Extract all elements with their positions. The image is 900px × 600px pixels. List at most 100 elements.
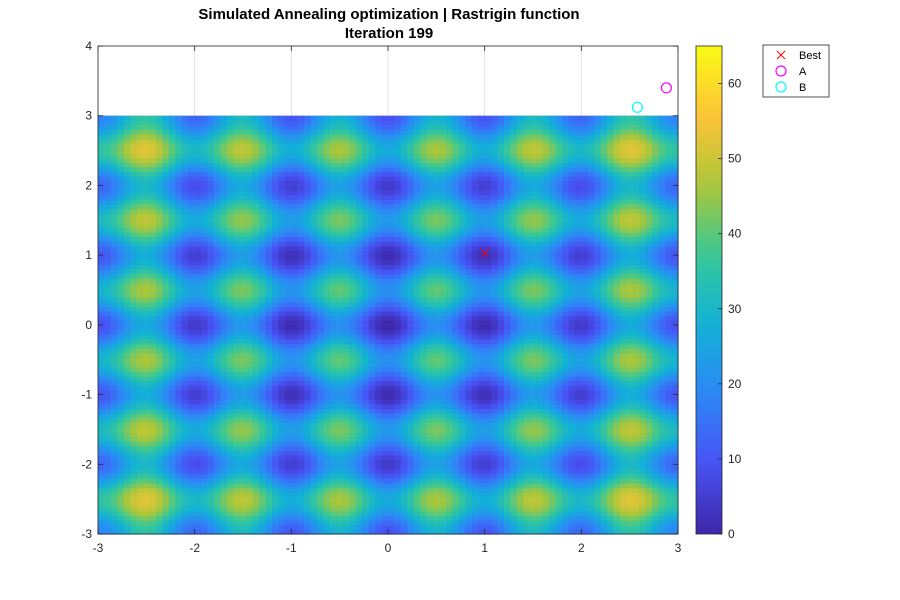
heatmap-cell	[381, 436, 389, 442]
heatmap-cell	[117, 454, 125, 461]
heatmap-cell	[214, 269, 222, 275]
heatmap-cell	[368, 468, 376, 475]
heatmap-cell	[413, 213, 421, 219]
heatmap-cell	[259, 255, 267, 261]
heatmap-cell	[226, 310, 234, 317]
heatmap-cell	[381, 152, 389, 159]
heatmap-cell	[265, 213, 273, 219]
heatmap-cell	[394, 529, 402, 535]
heatmap-cell	[349, 287, 357, 293]
heatmap-cell	[330, 482, 338, 489]
heatmap-cell	[317, 264, 325, 270]
heatmap-cell	[207, 171, 215, 177]
heatmap-cell	[175, 120, 183, 126]
heatmap-cell	[220, 171, 228, 177]
heatmap-cell	[336, 427, 344, 433]
heatmap-cell	[272, 417, 280, 424]
heatmap-cell	[194, 413, 202, 419]
heatmap-cell	[104, 231, 112, 238]
heatmap-cell	[220, 222, 228, 228]
heatmap-cell	[149, 441, 157, 447]
heatmap-cell	[259, 213, 267, 219]
heatmap-cell	[400, 166, 408, 173]
heatmap-cell	[246, 236, 254, 242]
heatmap-cell	[162, 176, 170, 182]
heatmap-cell	[149, 310, 157, 317]
heatmap-cell	[117, 273, 125, 279]
heatmap-cell	[297, 450, 305, 456]
heatmap-cell	[259, 310, 267, 317]
heatmap-cell	[278, 273, 286, 279]
heatmap-cell	[265, 134, 273, 140]
heatmap-cell	[104, 208, 112, 214]
heatmap-cell	[362, 436, 370, 442]
heatmap-cell	[304, 445, 312, 451]
heatmap-cell	[239, 217, 247, 224]
heatmap-cell	[175, 399, 183, 405]
heatmap-cell	[388, 269, 396, 275]
heatmap-cell	[291, 501, 299, 507]
heatmap-cell	[233, 278, 241, 284]
heatmap-cell	[110, 259, 118, 266]
heatmap-cell	[297, 199, 305, 205]
heatmap-cell	[407, 148, 415, 154]
heatmap-cell	[117, 125, 125, 131]
heatmap-cell	[136, 450, 144, 456]
heatmap-cell	[323, 115, 331, 121]
heatmap-cell	[375, 501, 383, 507]
heatmap-cell	[349, 199, 357, 205]
heatmap-cell	[220, 380, 228, 386]
heatmap-cell	[297, 296, 305, 303]
heatmap-cell	[349, 143, 357, 149]
heatmap-cell	[246, 315, 254, 321]
heatmap-cell	[388, 454, 396, 461]
heatmap-cell	[201, 515, 209, 521]
heatmap-cell	[407, 399, 415, 405]
heatmap-cell	[433, 194, 441, 200]
heatmap-cell	[175, 510, 183, 517]
heatmap-cell	[117, 348, 125, 354]
heatmap-cell	[252, 255, 260, 261]
heatmap-cell	[98, 529, 106, 535]
heatmap-cell	[330, 357, 338, 363]
heatmap-cell	[194, 217, 202, 224]
heatmap-cell	[201, 292, 209, 298]
heatmap-cell	[375, 245, 383, 252]
heatmap-cell	[201, 143, 209, 149]
heatmap-cell	[330, 292, 338, 298]
heatmap-cell	[446, 441, 454, 447]
heatmap-cell	[220, 245, 228, 252]
heatmap-cell	[355, 445, 363, 451]
heatmap-cell	[284, 399, 292, 405]
heatmap-cell	[446, 380, 454, 386]
heatmap-cell	[259, 259, 267, 266]
heatmap-cell	[168, 222, 176, 228]
heatmap-cell	[336, 292, 344, 298]
heatmap-cell	[284, 134, 292, 140]
heatmap-cell	[246, 310, 254, 317]
heatmap-cell	[375, 227, 383, 233]
heatmap-cell	[291, 194, 299, 200]
heatmap-cell	[368, 176, 376, 182]
heatmap-cell	[317, 431, 325, 437]
heatmap-cell	[413, 204, 421, 210]
heatmap-cell	[291, 459, 299, 465]
heatmap-cell	[433, 417, 441, 424]
heatmap-cell	[110, 180, 118, 187]
heatmap-cell	[252, 315, 260, 321]
heatmap-cell	[123, 403, 131, 410]
heatmap-cell	[362, 115, 370, 121]
heatmap-cell	[168, 366, 176, 372]
heatmap-cell	[342, 338, 350, 345]
heatmap-cell	[265, 329, 273, 335]
heatmap-cell	[407, 380, 415, 386]
heatmap-cell	[143, 148, 151, 154]
heatmap-cell	[259, 296, 267, 303]
heatmap-cell	[175, 217, 183, 224]
heatmap-cell	[388, 204, 396, 210]
heatmap-cell	[272, 143, 280, 149]
heatmap-cell	[123, 227, 131, 233]
heatmap-cell	[375, 166, 383, 173]
heatmap-cell	[143, 129, 151, 135]
heatmap-cell	[214, 334, 222, 340]
